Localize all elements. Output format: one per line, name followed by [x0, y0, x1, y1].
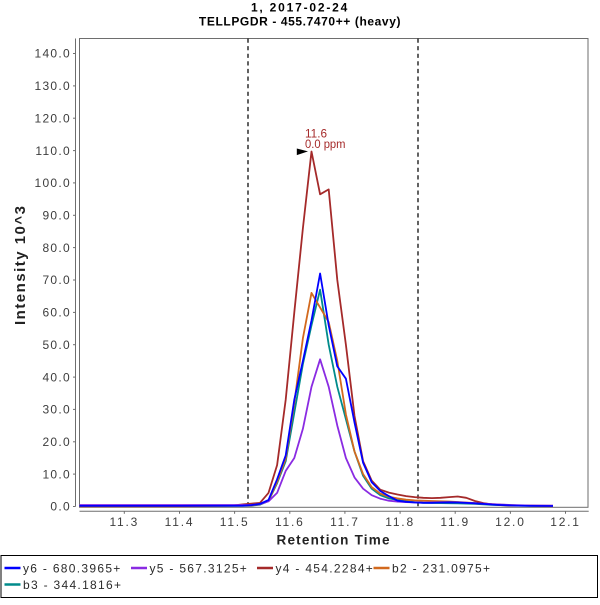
svg-text:60.0: 60.0: [42, 306, 71, 320]
svg-text:0.0 ppm: 0.0 ppm: [305, 139, 346, 151]
svg-text:y5 - 567.3125+: y5 - 567.3125+: [150, 562, 249, 576]
svg-text:Intensity 10^3: Intensity 10^3: [12, 206, 29, 325]
svg-text:b2 - 231.0975+: b2 - 231.0975+: [392, 562, 491, 576]
svg-text:11.7: 11.7: [330, 515, 360, 529]
svg-text:b3 - 344.1816+: b3 - 344.1816+: [23, 578, 122, 592]
svg-text:130.0: 130.0: [34, 79, 71, 93]
svg-text:12.0: 12.0: [495, 515, 526, 529]
svg-text:70.0: 70.0: [42, 273, 71, 287]
svg-text:11.4: 11.4: [165, 515, 195, 529]
svg-text:100.0: 100.0: [34, 176, 71, 190]
svg-text:11.6: 11.6: [305, 128, 327, 140]
svg-text:11.9: 11.9: [440, 515, 470, 529]
svg-text:11.6: 11.6: [275, 515, 305, 529]
svg-text:90.0: 90.0: [42, 209, 71, 223]
svg-text:40.0: 40.0: [42, 370, 71, 384]
svg-text:12.1: 12.1: [550, 515, 581, 529]
svg-text:80.0: 80.0: [42, 241, 71, 255]
svg-text:50.0: 50.0: [42, 338, 71, 352]
svg-text:10.0: 10.0: [42, 467, 71, 481]
svg-text:20.0: 20.0: [42, 435, 71, 449]
svg-text:140.0: 140.0: [34, 47, 71, 61]
svg-text:11.3: 11.3: [109, 515, 139, 529]
svg-text:0.0: 0.0: [50, 500, 71, 514]
svg-text:30.0: 30.0: [42, 403, 71, 417]
svg-text:TELLPGDR - 455.7470++ (heavy): TELLPGDR - 455.7470++ (heavy): [199, 14, 401, 28]
svg-text:y6 - 680.3965+: y6 - 680.3965+: [23, 562, 122, 576]
svg-text:y4 - 454.2284+: y4 - 454.2284+: [276, 562, 375, 576]
svg-text:11.8: 11.8: [385, 515, 415, 529]
svg-text:1, 2017-02-24: 1, 2017-02-24: [251, 0, 349, 14]
svg-text:11.5: 11.5: [220, 515, 250, 529]
svg-text:Retention Time: Retention Time: [277, 532, 390, 547]
svg-text:120.0: 120.0: [34, 111, 71, 125]
svg-text:110.0: 110.0: [35, 144, 71, 158]
